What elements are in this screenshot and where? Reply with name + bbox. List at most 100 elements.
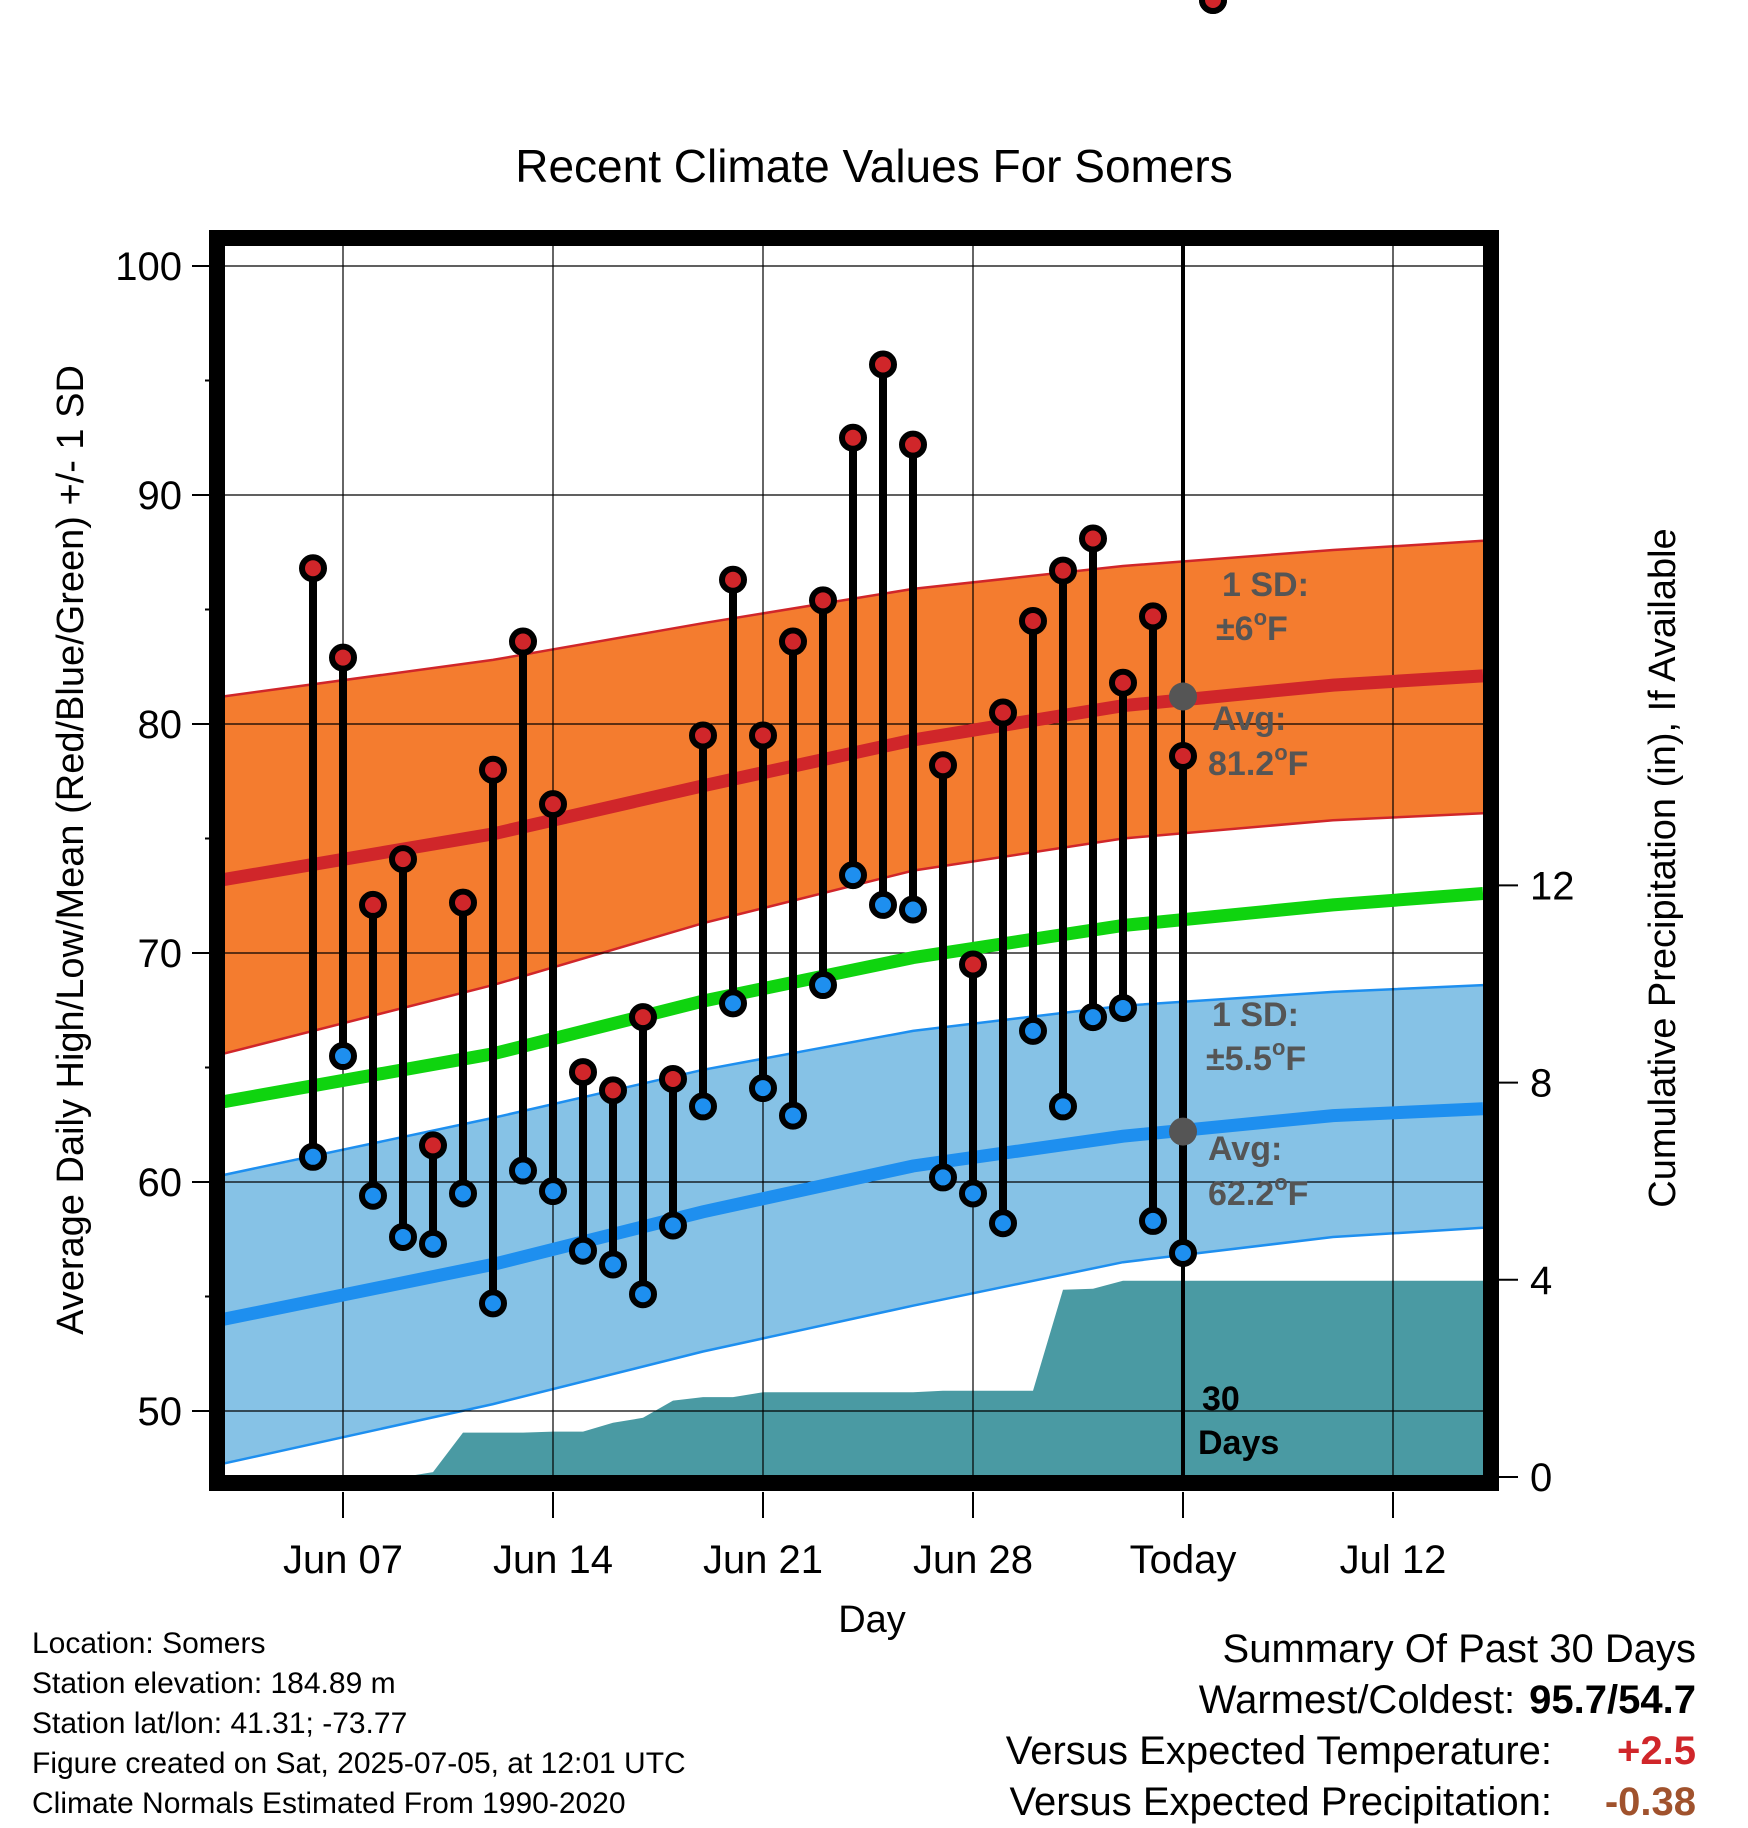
daily-low-dot [569, 1236, 597, 1265]
y-tick-label: 80 [138, 703, 183, 747]
daily-low-dot [989, 1209, 1017, 1238]
high-sd-value: ±6oF [1216, 605, 1288, 648]
normals-text: Climate Normals Estimated From 1990-2020 [32, 1787, 626, 1820]
low-avg-value: 62.2oF [1208, 1170, 1308, 1213]
daily-high-dot [719, 565, 747, 594]
daily-low-dot [1079, 1003, 1107, 1032]
y2-tick-label: 12 [1530, 864, 1575, 908]
daily-low-dot [959, 1179, 987, 1208]
daily-high-dot [1139, 602, 1167, 631]
daily-high-dot [1049, 556, 1077, 585]
temp-value: +2.5 [1617, 1729, 1696, 1773]
daily-high-dot [419, 1131, 447, 1160]
temp-label: Versus Expected Temperature: [1005, 1729, 1552, 1773]
window-days-number: 30 [1202, 1380, 1240, 1418]
left-axis-ticks: 50 60 70 80 90 100 [115, 245, 216, 1434]
summary-temp: Versus Expected Temperature: +2.5 [1006, 1726, 1696, 1777]
daily-low-dot [929, 1163, 957, 1192]
daily-high-dot [839, 423, 867, 452]
y2-tick-label: 8 [1530, 1062, 1552, 1106]
daily-low-dot [1169, 1238, 1197, 1267]
daily-high-dot [1199, 0, 1227, 14]
right-axis-ticks: 0 4 8 12 [1492, 864, 1575, 1500]
daily-high-dot [1169, 742, 1197, 771]
daily-low-dot [299, 1142, 327, 1171]
chart-title: Recent Climate Values For Somers [515, 140, 1233, 192]
warm-cold-value: 95.7/54.7 [1529, 1678, 1696, 1722]
daily-high-dot [689, 721, 717, 750]
daily-low-dot [599, 1250, 627, 1279]
summary-precip: Versus Expected Precipitation: -0.38 [1006, 1777, 1696, 1828]
low-sd-value: ±5.5oF [1206, 1035, 1306, 1078]
y2-tick-label: 0 [1530, 1456, 1552, 1500]
daily-high-dot [479, 755, 507, 784]
y2-tick-label: 4 [1530, 1259, 1552, 1303]
daily-low-dot [749, 1074, 777, 1103]
plot-frame [209, 230, 1499, 1491]
daily-high-dot [599, 1076, 627, 1105]
high-avg-value: 81.2oF [1208, 740, 1308, 783]
daily-low-dot [539, 1177, 567, 1206]
daily-high-dot [1079, 524, 1107, 553]
daily-high-dot [509, 627, 537, 656]
daily-dots [299, 0, 1227, 1318]
daily-high-dot [1019, 606, 1047, 635]
summary-panel: Summary Of Past 30 Days Warmest/Coldest:… [1006, 1624, 1696, 1828]
summary-warm-cold: Warmest/Coldest: 95.7/54.7 [1006, 1675, 1696, 1726]
daily-high-dot [1109, 668, 1137, 697]
x-tick-label: Jun 07 [283, 1538, 403, 1582]
daily-high-dot [869, 350, 897, 379]
y-tick-label: 100 [115, 245, 182, 289]
x-tick-label: Jun 21 [703, 1538, 823, 1582]
daily-low-dot [689, 1092, 717, 1121]
daily-high-dot [959, 950, 987, 979]
low-avg-label: Avg: [1208, 1130, 1282, 1168]
daily-high-dot [779, 627, 807, 656]
location-text: Location: Somers [32, 1627, 266, 1660]
daily-high-dot [929, 751, 957, 780]
daily-low-dot [1019, 1016, 1047, 1045]
y-axis-title: Average Daily High/Low/Mean (Red/Blue/Gr… [50, 365, 92, 1335]
today-high-average-marker [1169, 682, 1197, 711]
daily-low-dot [359, 1181, 387, 1210]
latlon-text: Station lat/lon: 41.31; -73.77 [32, 1707, 408, 1740]
station-info: Location: Somers Station elevation: 184.… [32, 1624, 686, 1824]
warm-cold-label: Warmest/Coldest: [1198, 1678, 1516, 1722]
daily-high-dot [899, 430, 927, 459]
daily-low-dot [389, 1222, 417, 1251]
daily-low-dot [719, 989, 747, 1018]
elevation-text: Station elevation: 184.89 m [32, 1667, 396, 1700]
precip-value: -0.38 [1604, 1780, 1696, 1824]
daily-high-dot [389, 845, 417, 874]
daily-high-dot [539, 790, 567, 819]
today-low-average-marker [1169, 1117, 1197, 1146]
daily-low-dot [1139, 1206, 1167, 1235]
low-sd-label: 1 SD: [1212, 996, 1299, 1034]
daily-low-dot [1109, 993, 1137, 1022]
daily-low-dot [479, 1289, 507, 1318]
x-tick-label: Jun 28 [913, 1538, 1033, 1582]
daily-low-dot [419, 1229, 447, 1258]
daily-low-dot [449, 1179, 477, 1208]
daily-low-dot [899, 895, 927, 924]
window-annotation: 30 Days [1198, 1380, 1279, 1462]
created-text: Figure created on Sat, 2025-07-05, at 12… [32, 1747, 686, 1780]
daily-low-dot [629, 1280, 657, 1309]
precip-label: Versus Expected Precipitation: [1009, 1780, 1552, 1824]
daily-high-dot [299, 554, 327, 583]
y2-axis-title: Cumulative Precipitation (in), If Availa… [1642, 528, 1684, 1207]
summary-heading: Summary Of Past 30 Days [1222, 1627, 1696, 1671]
low-annotation: 1 SD: ±5.5oF Avg: 62.2oF [1206, 996, 1308, 1213]
daily-high-dot [629, 1003, 657, 1032]
daily-low-dot [509, 1156, 537, 1185]
high-annotation: 1 SD: ±6oF Avg: 81.2oF [1208, 566, 1309, 783]
x-tick-label: Jul 12 [1340, 1538, 1447, 1582]
y-tick-label: 90 [138, 474, 183, 518]
high-sd-label: 1 SD: [1222, 566, 1309, 604]
x-axis-ticks: Jun 07 Jun 14 Jun 21 Jun 28 Today Jul 12 [283, 1492, 1446, 1582]
daily-high-dot [359, 890, 387, 919]
y-tick-label: 50 [138, 1390, 183, 1434]
daily-high-dot [989, 698, 1017, 727]
y-tick-label: 70 [138, 932, 183, 976]
y-tick-label: 60 [138, 1161, 183, 1205]
